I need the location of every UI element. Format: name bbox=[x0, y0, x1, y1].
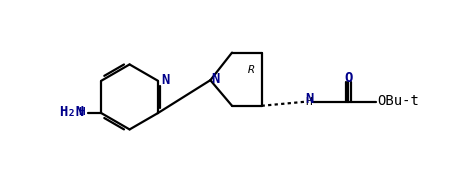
Text: N: N bbox=[305, 92, 313, 106]
Text: OBu-t: OBu-t bbox=[377, 94, 419, 108]
Text: H: H bbox=[78, 107, 85, 117]
Text: R: R bbox=[248, 65, 255, 75]
Text: O: O bbox=[344, 71, 353, 85]
Text: H: H bbox=[305, 97, 311, 107]
Text: N: N bbox=[212, 72, 219, 86]
Text: H₂N: H₂N bbox=[60, 105, 85, 119]
Text: N: N bbox=[162, 73, 170, 87]
